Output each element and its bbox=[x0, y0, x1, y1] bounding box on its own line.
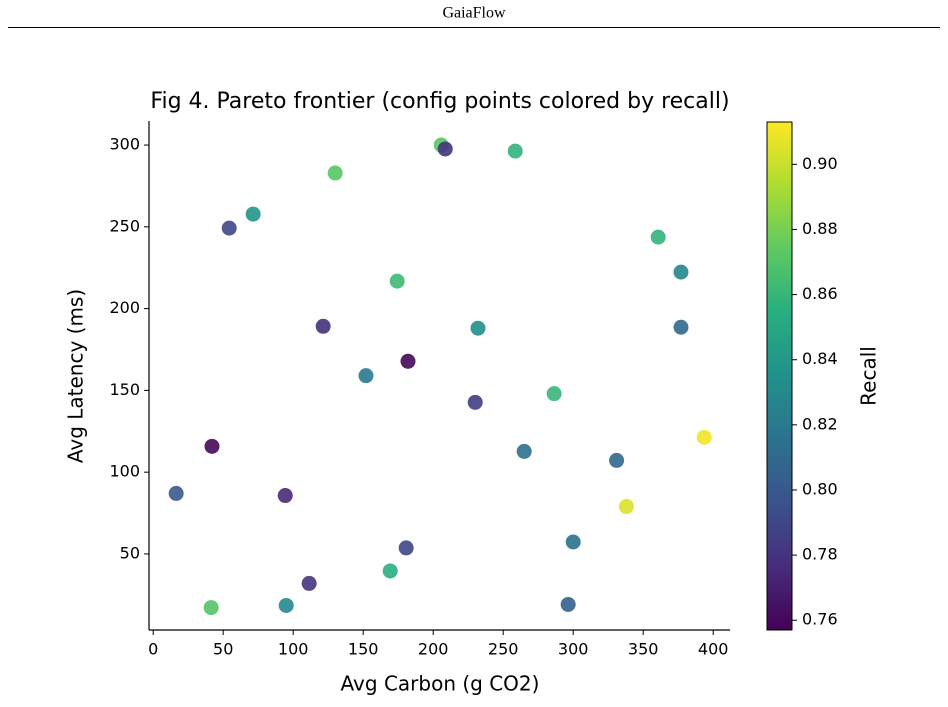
point bbox=[618, 499, 634, 515]
point bbox=[204, 438, 220, 454]
colorbar-tick-label: 0.84 bbox=[802, 349, 838, 368]
point bbox=[168, 485, 184, 501]
point bbox=[221, 220, 237, 236]
x-tick-label: 150 bbox=[348, 640, 379, 659]
x-tick-label: 200 bbox=[418, 640, 449, 659]
y-tick-label: 150 bbox=[109, 380, 140, 399]
point bbox=[389, 273, 405, 289]
point bbox=[277, 488, 293, 504]
point bbox=[609, 452, 625, 468]
x-tick-label: 350 bbox=[628, 640, 659, 659]
colorbar-tick-label: 0.82 bbox=[802, 414, 838, 433]
point bbox=[245, 206, 261, 222]
x-tick-label: 400 bbox=[698, 640, 729, 659]
point bbox=[301, 575, 317, 591]
colorbar-tick-label: 0.80 bbox=[802, 479, 838, 498]
point bbox=[400, 353, 416, 369]
point bbox=[650, 229, 666, 245]
y-tick-label: 250 bbox=[109, 216, 140, 235]
point bbox=[470, 320, 486, 336]
point bbox=[546, 386, 562, 402]
point bbox=[673, 319, 689, 335]
colorbar-tick-label: 0.88 bbox=[802, 219, 838, 238]
colorbar-tick-label: 0.76 bbox=[802, 610, 838, 629]
y-tick-label: 50 bbox=[120, 543, 140, 562]
point bbox=[507, 143, 523, 159]
point bbox=[382, 563, 398, 579]
point bbox=[673, 264, 689, 280]
point bbox=[467, 394, 483, 410]
y-tick-label: 200 bbox=[109, 298, 140, 317]
page-header: GaiaFlow bbox=[442, 5, 506, 22]
colorbar-tick-label: 0.90 bbox=[802, 154, 838, 173]
point bbox=[516, 443, 532, 459]
point bbox=[203, 600, 219, 616]
point bbox=[565, 534, 581, 550]
colorbar-label: Recall bbox=[857, 346, 881, 406]
point bbox=[696, 429, 712, 445]
x-tick-label: 250 bbox=[488, 640, 519, 659]
point bbox=[278, 597, 294, 613]
y-axis-label: Avg Latency (ms) bbox=[64, 289, 88, 463]
point bbox=[398, 540, 414, 556]
colorbar-tick-label: 0.78 bbox=[802, 545, 838, 564]
x-tick-label: 50 bbox=[213, 640, 233, 659]
point bbox=[327, 165, 343, 181]
x-tick-label: 0 bbox=[148, 640, 158, 659]
chart-title: Fig 4. Pareto frontier (config points co… bbox=[150, 89, 729, 114]
point bbox=[358, 368, 374, 384]
y-tick-label: 300 bbox=[109, 135, 140, 154]
x-tick-label: 300 bbox=[558, 640, 589, 659]
colorbar-tick-label: 0.86 bbox=[802, 284, 838, 303]
point bbox=[437, 141, 453, 157]
x-axis-label: Avg Carbon (g CO2) bbox=[341, 672, 540, 696]
point bbox=[560, 596, 576, 612]
x-tick-label: 100 bbox=[278, 640, 309, 659]
y-tick-label: 100 bbox=[109, 462, 140, 481]
point bbox=[315, 318, 331, 334]
colorbar bbox=[766, 121, 793, 631]
